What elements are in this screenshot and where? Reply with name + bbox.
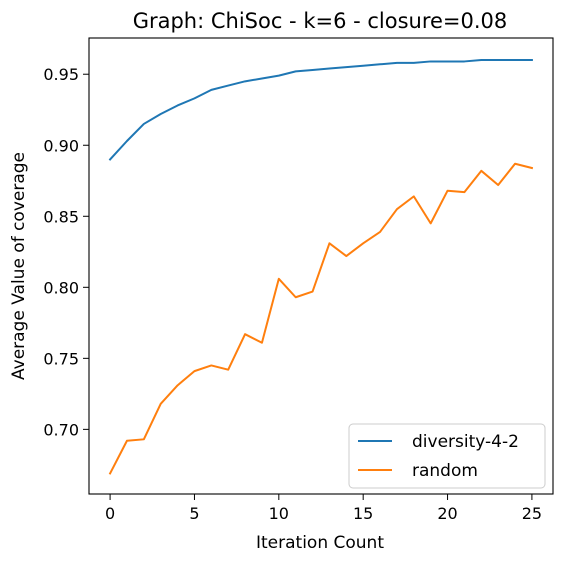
plot-frame — [88, 37, 554, 495]
x-tick-label: 15 — [353, 504, 373, 523]
x-tick-label: 20 — [437, 504, 457, 523]
series-line-random — [108, 162, 534, 475]
x-tick-label: 0 — [105, 504, 115, 523]
x-tick-label: 5 — [189, 504, 199, 523]
legend-box — [348, 423, 546, 489]
series-line-diversity-4-2 — [108, 59, 533, 161]
x-axis-label: Iteration Count — [256, 533, 384, 553]
y-tick-label: 0.80 — [43, 278, 79, 297]
y-axis-label: Average Value of coverage — [9, 152, 29, 380]
x-tick-label: 25 — [522, 504, 542, 523]
series-layer — [108, 59, 534, 475]
y-axis-ticks: 0.70 0.75 0.80 0.85 0.90 0.95 — [43, 65, 89, 439]
legend-label-random: random — [412, 461, 478, 481]
y-tick-label: 0.70 — [43, 420, 79, 439]
y-tick-label: 0.85 — [43, 207, 79, 226]
legend-label-diversity-4-2: diversity-4-2 — [412, 432, 519, 452]
y-tick-label: 0.90 — [43, 136, 79, 155]
y-tick-label: 0.75 — [43, 349, 79, 368]
legend: diversity-4-2 random — [348, 423, 546, 489]
plot-area — [88, 37, 554, 495]
y-tick-label: 0.95 — [43, 65, 79, 84]
chart-title: Graph: ChiSoc - k=6 - closure=0.08 — [133, 9, 508, 33]
x-tick-label: 10 — [269, 504, 289, 523]
x-axis-ticks: 0 5 10 15 20 25 — [105, 494, 542, 523]
